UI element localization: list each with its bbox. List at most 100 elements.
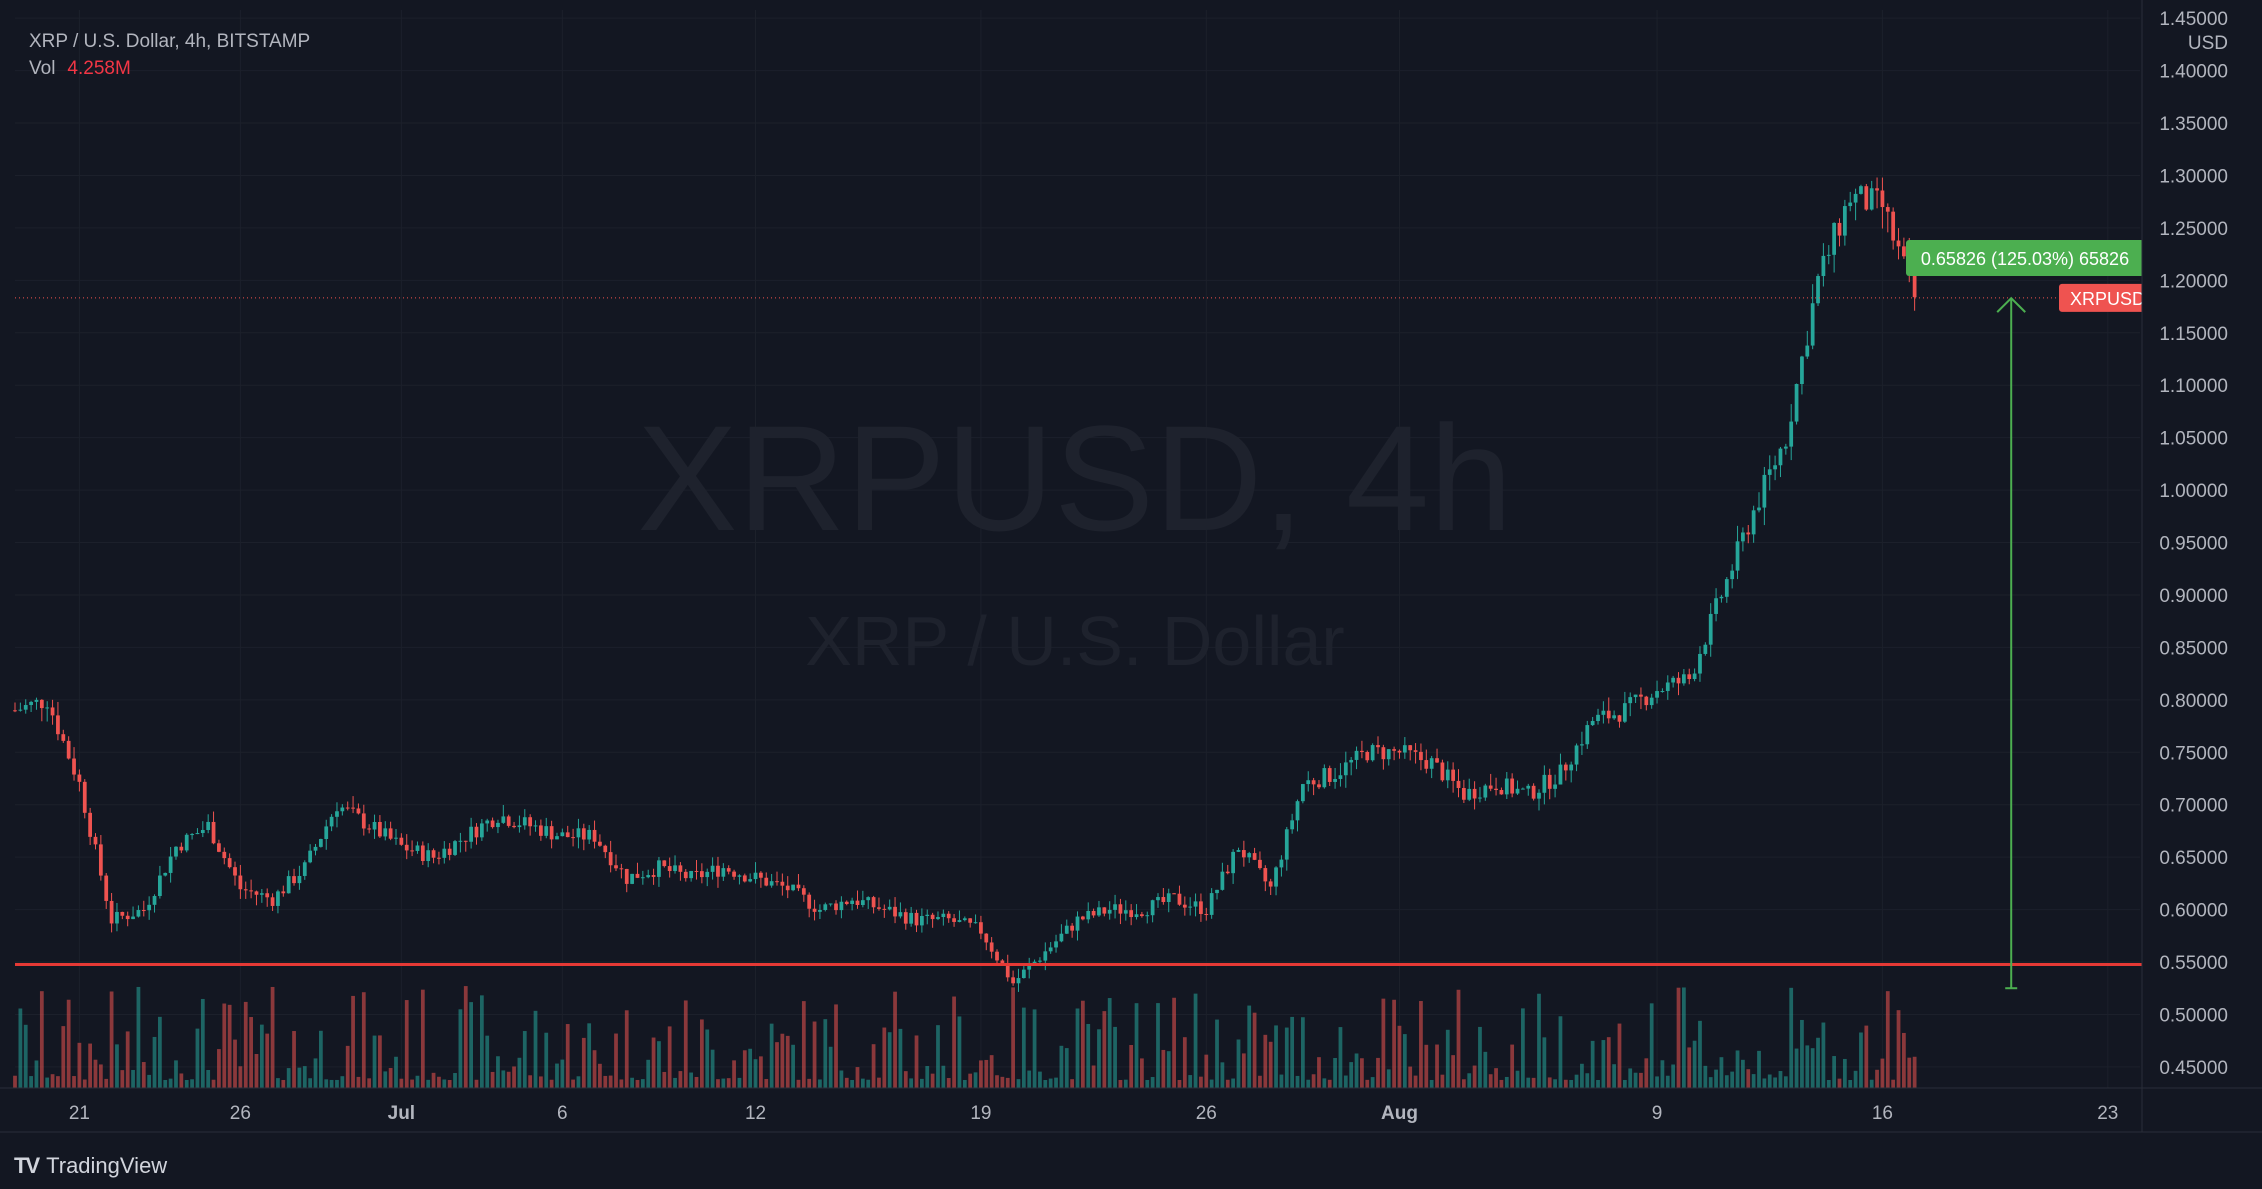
volume-bar — [233, 1039, 237, 1088]
candle-body — [1816, 276, 1820, 304]
candle-body — [1681, 674, 1686, 684]
volume-bar — [984, 1059, 989, 1088]
candle-body — [13, 710, 17, 712]
volume-bar — [238, 1066, 243, 1088]
candle-body — [1617, 715, 1622, 722]
volume-bar — [131, 1069, 135, 1088]
volume-bar — [1381, 998, 1386, 1088]
candle-body — [50, 707, 55, 716]
volume-bar — [1580, 1063, 1584, 1088]
volume-bar — [313, 1058, 318, 1088]
candle-body — [1263, 868, 1268, 882]
volume-bar — [1097, 1029, 1101, 1088]
volume-bar — [1671, 1064, 1676, 1088]
candle-body — [946, 913, 951, 919]
volume-bar — [635, 1079, 640, 1088]
candle-body — [179, 846, 184, 851]
volume-bar — [1649, 1003, 1654, 1088]
volume-bar — [549, 1079, 554, 1088]
volume-bar — [1199, 1076, 1203, 1088]
volume-bar — [812, 1021, 817, 1088]
symbol-title[interactable]: XRP / U.S. Dollar, 4h, BITSTAMP — [29, 31, 311, 52]
candle-body — [1467, 788, 1472, 800]
x-tick-label: 19 — [970, 1103, 991, 1124]
candle-body — [426, 850, 431, 862]
candle-body — [1499, 789, 1504, 795]
volume-bar — [243, 1001, 248, 1088]
volume-bar — [1000, 1076, 1005, 1088]
volume-bar — [608, 1075, 613, 1088]
candle-body — [871, 897, 876, 908]
volume-bar — [415, 1075, 420, 1088]
y-tick-label: 0.85000 — [2159, 638, 2228, 659]
candle-body — [828, 903, 833, 905]
candle-body — [281, 891, 286, 894]
volume-bar — [276, 1078, 280, 1088]
volume-bar — [796, 1079, 801, 1088]
volume-bar — [1140, 1058, 1144, 1088]
candle-body — [689, 870, 694, 879]
candle-body — [378, 822, 382, 837]
candle-body — [1123, 910, 1128, 914]
candle-body — [995, 951, 999, 961]
candle-body — [66, 740, 71, 759]
volume-bar — [1011, 987, 1015, 1088]
candle-body — [1027, 964, 1032, 970]
volume-bar — [1263, 1034, 1268, 1088]
volume-bar — [855, 1067, 860, 1088]
volume-bar — [1440, 1074, 1445, 1088]
x-tick-label: Jul — [388, 1103, 415, 1124]
volume-bar — [839, 1070, 844, 1088]
candle-body — [716, 865, 720, 877]
volume-bar — [1461, 1079, 1466, 1088]
candle-body — [1794, 384, 1799, 422]
volume-bar — [651, 1037, 656, 1088]
volume-bar — [302, 1066, 307, 1088]
candle-body — [1762, 474, 1767, 508]
volume-bar — [1172, 997, 1176, 1088]
candle-body — [1258, 859, 1262, 869]
candle-body — [1622, 703, 1627, 722]
candle-body — [1553, 784, 1557, 789]
watermark-description: XRP / U.S. Dollar — [805, 602, 1344, 680]
candle-body — [1880, 190, 1885, 208]
volume-bar — [689, 1072, 694, 1088]
volume-bar — [292, 1031, 296, 1088]
brand-name[interactable]: TradingView — [46, 1153, 168, 1178]
candle-body — [1800, 356, 1804, 385]
volume-bar — [1376, 1057, 1380, 1088]
candle-body — [1021, 969, 1026, 979]
candle-body — [1574, 745, 1579, 765]
candle-body — [410, 850, 414, 852]
candle-body — [1247, 853, 1252, 858]
candle-body — [82, 781, 87, 813]
volume-bar — [678, 1071, 683, 1088]
volume-bar — [453, 1073, 457, 1088]
volume-bar — [297, 1067, 302, 1088]
volume-bar — [1408, 1066, 1413, 1088]
candle-body — [1612, 715, 1616, 719]
candle-body — [1826, 254, 1831, 256]
volume-bar — [1027, 1070, 1032, 1088]
candle-body — [1397, 750, 1402, 753]
volume-bar — [206, 1069, 211, 1088]
volume-bar — [860, 1078, 865, 1088]
candle-body — [254, 891, 259, 895]
candle-body — [506, 816, 511, 826]
volume-bar — [1655, 1076, 1659, 1088]
candle-body — [699, 871, 704, 878]
candle-body — [1580, 744, 1584, 746]
volume-bar — [1145, 1079, 1150, 1088]
y-tick-label: 1.25000 — [2159, 219, 2228, 240]
volume-bar — [1177, 1079, 1182, 1088]
volume-bar — [1633, 1072, 1638, 1088]
candle-body — [818, 909, 822, 912]
tradingview-logo-icon[interactable]: TV — [14, 1153, 40, 1178]
volume-bar — [866, 1079, 871, 1088]
candle-body — [914, 912, 919, 926]
volume-bar — [1295, 1075, 1300, 1088]
candle-body — [694, 870, 699, 872]
volume-bar — [925, 1066, 930, 1088]
y-tick-label: 1.05000 — [2159, 429, 2228, 450]
